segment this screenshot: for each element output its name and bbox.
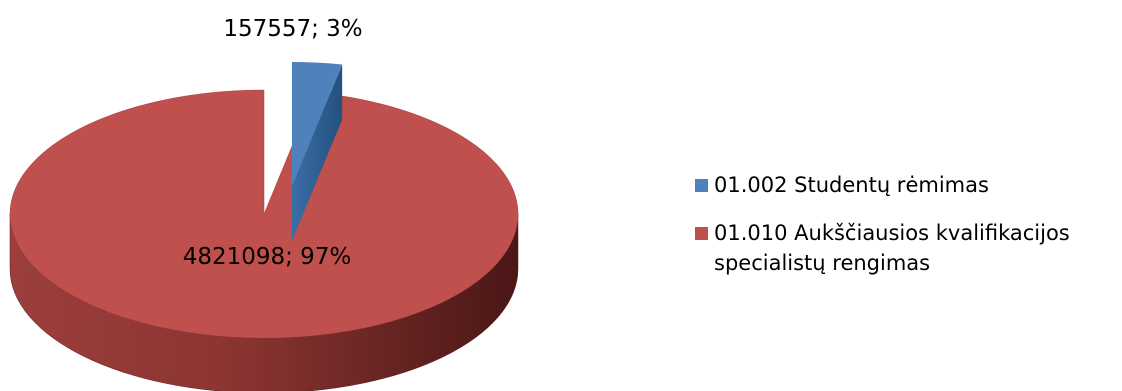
pie-slice-1-side <box>292 64 343 241</box>
pie-slice-1 <box>292 62 343 186</box>
legend-swatch-1 <box>695 179 708 192</box>
data-label-slice-1: 157557; 3% <box>223 16 362 42</box>
pie-slice-2 <box>9 89 519 339</box>
legend-label-2-line-1: 01.010 Aukščiausios kvalifikacijos <box>714 221 1070 245</box>
legend-label-1: 01.002 Studentų rėmimas <box>714 173 989 197</box>
legend-swatch-2 <box>695 227 708 240</box>
legend: 01.002 Studentų rėmimas 01.010 Aukščiaus… <box>695 173 1070 275</box>
legend-label-2-line-2: specialistų rengimas <box>714 251 930 275</box>
data-label-slice-2: 4821098; 97% <box>183 244 352 270</box>
